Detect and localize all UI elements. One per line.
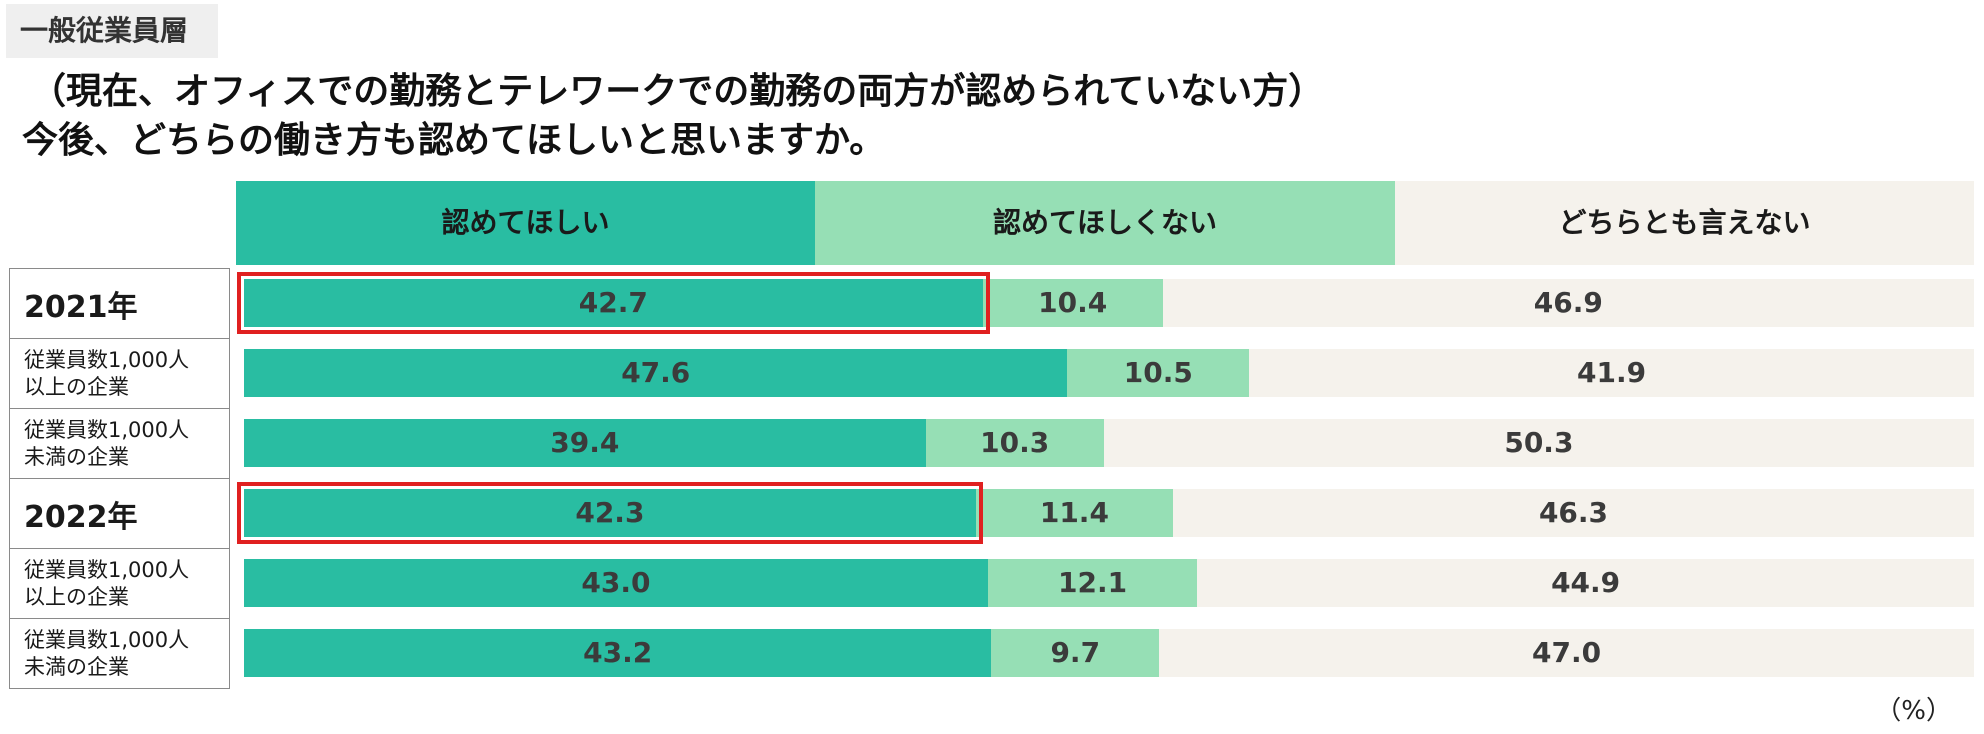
chart-title-line2: 今後、どちらの働き方も認めてほしいと思いますか。 — [22, 120, 886, 161]
data-label: 43.2 — [583, 636, 653, 669]
row-label-text: 従業員数1,000人 未満の企業 — [24, 417, 190, 469]
data-label: 47.6 — [621, 356, 691, 389]
bar-segment-no: 9.7 — [991, 629, 1160, 677]
data-label: 9.7 — [1050, 636, 1101, 669]
data-label: 11.4 — [1039, 496, 1109, 529]
row-label: 従業員数1,000人 以上の企業 — [9, 338, 230, 409]
bar-segment-neither: 47.0 — [1159, 629, 1974, 677]
bar-row: 39.4 10.3 50.3 — [244, 419, 1974, 467]
bar-segment-neither: 46.3 — [1173, 489, 1974, 537]
data-label: 10.5 — [1123, 356, 1193, 389]
data-label: 41.9 — [1577, 356, 1647, 389]
data-label: 42.3 — [575, 496, 645, 529]
bar-segment-neither: 41.9 — [1249, 349, 1974, 397]
section-tag: 一般従業員層 — [6, 4, 218, 58]
bar-segment-yes: 42.7 — [244, 279, 983, 327]
chart-title-line1: （現在、オフィスでの勤務とテレワークでの勤務の両方が認められていない方） — [30, 71, 1325, 112]
legend-item-yes: 認めてほしい — [236, 181, 815, 265]
row-label: 従業員数1,000人 未満の企業 — [9, 618, 230, 689]
bar-segment-neither: 46.9 — [1162, 279, 1974, 327]
row-label-text: 従業員数1,000人 未満の企業 — [24, 627, 190, 679]
unit-label: （%） — [1875, 696, 1952, 726]
data-label: 42.7 — [578, 286, 648, 319]
bar-segment-neither: 50.3 — [1103, 419, 1974, 467]
data-label: 43.0 — [581, 566, 651, 599]
bar-segment-no: 10.3 — [925, 419, 1104, 467]
data-label: 10.3 — [980, 426, 1050, 459]
bar-segment-neither: 44.9 — [1197, 559, 1974, 607]
bar-row: 43.0 12.1 44.9 — [244, 559, 1974, 607]
data-label: 44.9 — [1551, 566, 1621, 599]
bar-segment-yes: 39.4 — [244, 419, 926, 467]
bar-segment-yes: 43.0 — [244, 559, 988, 607]
row-label: 従業員数1,000人 以上の企業 — [9, 548, 230, 619]
bar-segment-no: 11.4 — [975, 489, 1173, 537]
row-label: 2022年 — [9, 478, 230, 549]
data-label: 10.4 — [1038, 286, 1108, 319]
data-label: 46.3 — [1538, 496, 1609, 529]
bar-row: 47.6 10.5 41.9 — [244, 349, 1974, 397]
row-label-text: 従業員数1,000人 以上の企業 — [24, 557, 190, 609]
data-label: 47.0 — [1532, 636, 1602, 669]
bar-row: 42.7 10.4 46.9 — [244, 279, 1974, 327]
row-label-text: 2022年 — [24, 499, 138, 535]
bar-segment-no: 12.1 — [987, 559, 1198, 607]
bar-segment-no: 10.4 — [982, 279, 1163, 327]
data-label: 12.1 — [1058, 566, 1128, 599]
bar-segment-yes: 42.3 — [244, 489, 976, 537]
row-label-text: 従業員数1,000人 以上の企業 — [24, 347, 190, 399]
bar-segment-yes: 43.2 — [244, 629, 992, 677]
highlight-box — [237, 482, 983, 544]
row-label-text: 2021年 — [24, 289, 138, 325]
data-label: 39.4 — [550, 426, 620, 459]
data-label: 50.3 — [1504, 426, 1574, 459]
row-label: 2021年 — [9, 268, 230, 339]
row-label: 従業員数1,000人 未満の企業 — [9, 408, 230, 479]
bar-row: 43.2 9.7 47.0 — [244, 629, 1974, 677]
bar-segment-no: 10.5 — [1067, 349, 1250, 397]
legend-item-neither: どちらとも言えない — [1395, 181, 1974, 265]
bar-row: 42.3 11.4 46.3 — [244, 489, 1974, 537]
highlight-box — [237, 272, 990, 334]
legend: 認めてほしい 認めてほしくない どちらとも言えない — [236, 181, 1974, 265]
legend-item-no: 認めてほしくない — [815, 181, 1395, 265]
data-label: 46.9 — [1533, 286, 1603, 319]
bar-segment-yes: 47.6 — [244, 349, 1068, 397]
